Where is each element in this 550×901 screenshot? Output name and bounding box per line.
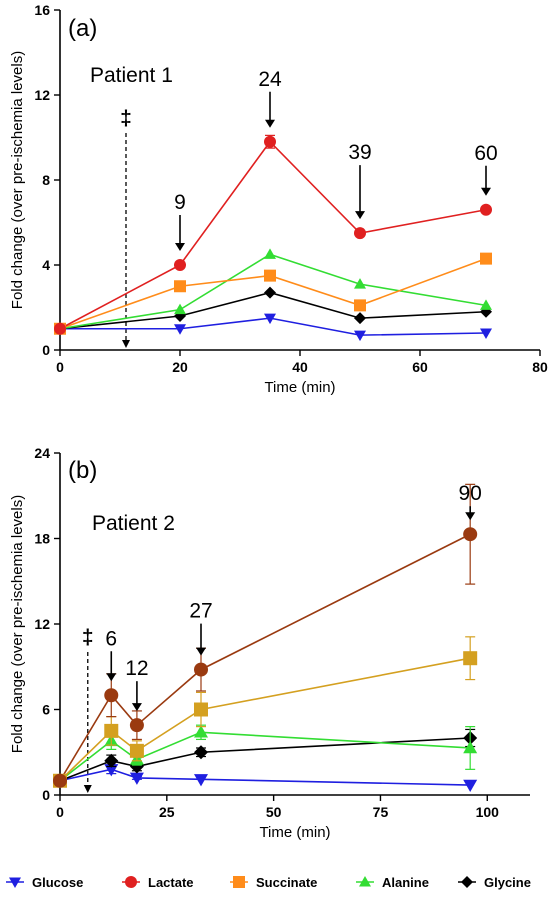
dagger-symbol: ‡ — [82, 626, 94, 649]
data-point-glucose — [104, 764, 119, 777]
dagger-arrow-head — [83, 785, 92, 793]
y-axis-label: Fold change (over pre-ischemia levels) — [9, 495, 26, 753]
annotation-label: 9 — [174, 191, 186, 214]
dagger-arrow-head — [122, 340, 130, 348]
annotation-label: 27 — [189, 600, 212, 623]
x-axis-label: Time (min) — [259, 824, 330, 841]
x-axis-label: Time (min) — [264, 379, 335, 396]
series-line-glucose — [59, 768, 471, 786]
series-line-glycine — [59, 291, 487, 330]
data-point-succinate — [354, 299, 366, 312]
panel-b-chart: 0 6 12 18 24 0 25 50 75 100 Time (min) Fold change … — [9, 445, 530, 841]
annotation-arrow-head — [175, 243, 185, 251]
data-point-alanine — [194, 725, 208, 738]
annotation-label: 90 — [459, 482, 482, 505]
legend-label-glycine: Glycine — [484, 875, 531, 890]
data-point-lactate — [54, 322, 66, 335]
y-axis-label: Fold change (over pre-ischemia levels) — [9, 51, 26, 309]
chart-subtitle: Patient 2 — [92, 512, 175, 535]
legend-label-lactate: Lactate — [148, 875, 194, 890]
chart-subtitle: Patient 1 — [90, 64, 173, 87]
y-tick-label: 18 — [34, 531, 50, 547]
data-point-succinate — [104, 723, 119, 738]
y-tick-label: 0 — [42, 787, 50, 803]
data-point-succinate — [194, 702, 208, 717]
x-tick-label: 75 — [373, 804, 389, 820]
data-point-succinate — [129, 743, 144, 758]
data-point-lactate — [104, 688, 119, 703]
data-point-glucose — [354, 330, 366, 342]
annotation-arrow-head — [465, 512, 476, 521]
data-point-glycine — [354, 312, 366, 325]
y-tick-label: 4 — [42, 257, 50, 273]
data-point-lactate — [129, 718, 144, 733]
data-point-glucose — [463, 779, 478, 793]
x-tick-label: 60 — [412, 359, 428, 375]
x-tick-label: 20 — [172, 359, 188, 375]
annotation-label: 12 — [125, 657, 148, 680]
y-tick-label: 8 — [42, 172, 50, 188]
dagger-symbol: ‡ — [120, 107, 132, 130]
legend-label-succinate: Succinate — [256, 875, 317, 890]
data-point-succinate — [264, 269, 276, 282]
annotation-arrow-head — [131, 703, 142, 712]
series-line-glucose — [60, 317, 487, 336]
panel-a-chart: 0 4 8 12 16 0 20 40 60 80 Time (min) Fold change (o… — [9, 2, 548, 396]
data-point-succinate — [480, 252, 492, 265]
data-point-glucose — [174, 324, 186, 335]
annotation-label: 24 — [258, 68, 282, 91]
data-point-succinate — [463, 651, 478, 666]
data-point-glucose — [129, 772, 144, 785]
x-tick-label: 100 — [476, 804, 500, 820]
annotation-arrow-head — [265, 119, 275, 128]
legend-label-glucose: Glucose — [32, 875, 83, 890]
data-point-lactate — [174, 259, 186, 271]
annotation-label: 39 — [348, 141, 371, 164]
y-tick-label: 12 — [34, 616, 50, 632]
annotation-arrow-head — [355, 211, 365, 220]
data-point-glycine — [104, 753, 119, 768]
y-tick-label: 16 — [34, 2, 50, 18]
data-point-lactate — [480, 203, 492, 216]
data-point-alanine — [463, 740, 478, 754]
data-point-glucose — [264, 313, 276, 325]
annotation-arrow-head — [196, 647, 206, 656]
legend-label-alanine: Alanine — [382, 875, 429, 890]
data-point-glycine — [194, 745, 208, 760]
annotation-arrow-head — [106, 673, 117, 682]
series-line-lactate — [59, 140, 487, 330]
y-tick-label: 6 — [42, 702, 50, 718]
data-point-lactate — [194, 662, 208, 677]
panel-label: (a) — [68, 15, 97, 42]
data-point-alanine — [354, 278, 366, 289]
x-tick-label: 40 — [292, 359, 308, 375]
x-tick-label: 25 — [159, 804, 175, 820]
y-tick-label: 12 — [34, 87, 50, 103]
data-point-glycine — [264, 286, 276, 299]
data-point-glucose — [480, 328, 492, 339]
data-point-lactate — [53, 773, 67, 788]
annotation-arrow-head — [481, 187, 491, 196]
x-tick-label: 80 — [532, 359, 548, 375]
data-point-lactate — [264, 135, 276, 148]
annotation-label: 6 — [105, 627, 117, 650]
data-point-succinate — [174, 280, 186, 293]
panel-label: (b) — [68, 457, 97, 484]
data-point-alanine — [480, 299, 492, 310]
x-tick-label: 50 — [266, 804, 282, 820]
data-point-alanine — [174, 303, 186, 315]
data-point-lactate — [463, 527, 478, 542]
annotation-label: 60 — [474, 142, 497, 165]
data-point-glucose — [194, 774, 208, 787]
data-point-lactate — [354, 227, 366, 240]
y-tick-label: 24 — [34, 445, 50, 461]
x-tick-label: 0 — [56, 804, 64, 820]
y-tick-label: 0 — [42, 342, 50, 358]
x-tick-label: 0 — [56, 359, 64, 375]
legend: Glucose Lactate Succinate Alanine Glycine — [6, 875, 531, 890]
data-point-alanine — [264, 248, 276, 259]
